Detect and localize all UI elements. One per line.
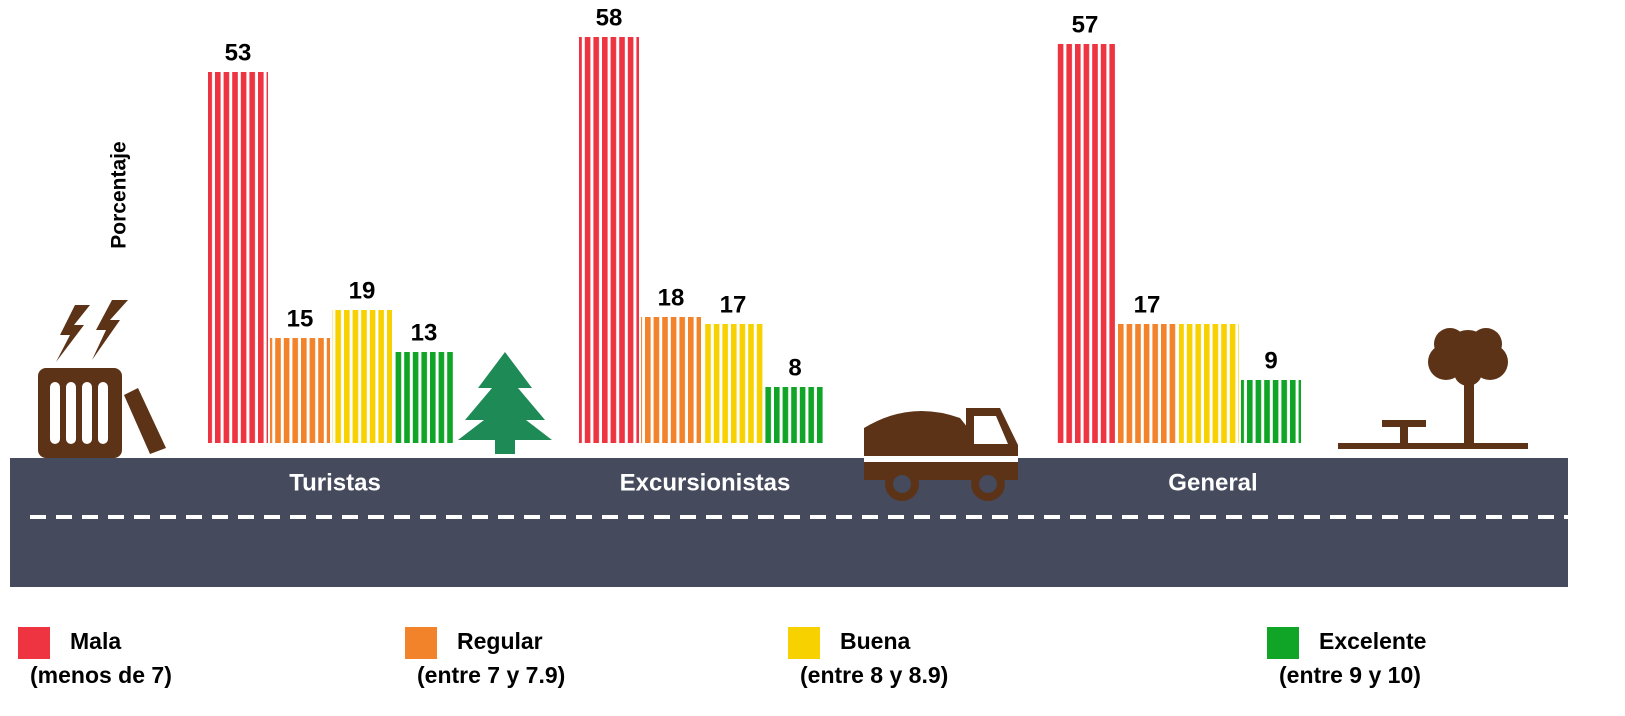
- bar: [394, 352, 454, 443]
- legend-swatch: [405, 627, 437, 659]
- value-label: 17: [720, 291, 747, 318]
- legend-description: (entre 9 y 10): [1279, 662, 1421, 688]
- value-label: 19: [349, 277, 376, 304]
- legend-label: Excelente: [1319, 628, 1426, 654]
- bar: [765, 387, 825, 443]
- road: [10, 458, 1568, 587]
- value-label: 18: [658, 284, 685, 311]
- value-label: 8: [788, 354, 801, 381]
- bar: [1241, 380, 1301, 443]
- x-tick-label: Turistas: [289, 469, 381, 496]
- bar: [1055, 44, 1115, 443]
- legend-label: Buena: [840, 628, 911, 654]
- bar: [270, 338, 330, 443]
- tree-icon: [458, 352, 552, 454]
- value-label: 13: [411, 319, 438, 346]
- legend-swatch: [1267, 627, 1299, 659]
- bar: [208, 72, 268, 443]
- y-axis-label: Porcentaje: [108, 141, 131, 248]
- bar: [332, 310, 392, 443]
- value-label: 17: [1134, 291, 1161, 318]
- bar: [641, 317, 701, 443]
- value-label: 57: [1072, 11, 1099, 38]
- legend-swatch: [18, 627, 50, 659]
- legend-description: (entre 7 y 7.9): [417, 662, 565, 688]
- legend-description: (entre 8 y 8.9): [800, 662, 948, 688]
- trash-icon: [38, 300, 166, 458]
- value-label: 53: [225, 39, 252, 66]
- value-label: 15: [287, 305, 314, 332]
- bar: [579, 37, 639, 443]
- legend-label: Regular: [457, 628, 543, 654]
- bar: [1117, 324, 1177, 443]
- value-label: 58: [596, 4, 623, 31]
- legend-label: Mala: [70, 628, 121, 654]
- value-label: 9: [1264, 347, 1277, 374]
- bar: [703, 324, 763, 443]
- legend-description: (menos de 7): [30, 662, 172, 688]
- bar: [1179, 324, 1239, 443]
- x-tick-label: Excursionistas: [620, 469, 791, 496]
- truck-icon: [864, 408, 1018, 501]
- legend-swatch: [788, 627, 820, 659]
- x-tick-label: General: [1168, 469, 1257, 496]
- park-icon: [1338, 328, 1528, 449]
